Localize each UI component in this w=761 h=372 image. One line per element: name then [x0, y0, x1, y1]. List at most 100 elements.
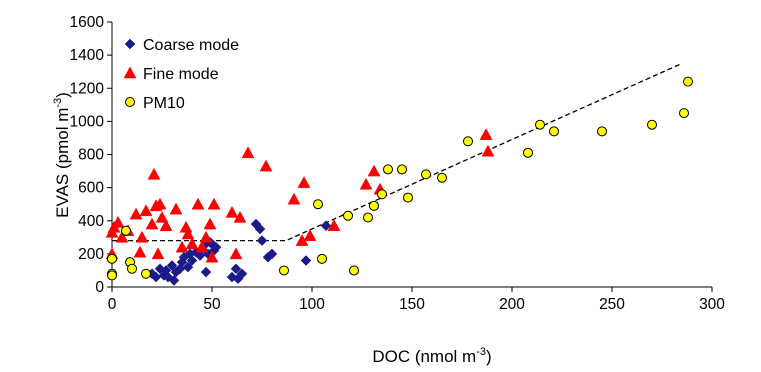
legend-label-pm10: PM10	[143, 95, 185, 112]
coarse-mode-point	[236, 268, 248, 280]
pm10-point	[127, 263, 137, 274]
pm10-point	[343, 210, 353, 221]
series-coarse-mode	[146, 218, 332, 286]
fine-mode-point	[159, 219, 173, 231]
legend: Coarse mode Fine mode PM10	[123, 37, 239, 112]
fine-mode-point	[135, 230, 149, 243]
coarse-mode-point	[254, 223, 266, 235]
coarse-mode-point	[210, 241, 222, 253]
fine-mode-point	[155, 210, 169, 223]
x-tick-label: 300	[699, 296, 725, 313]
pm10-point	[523, 147, 533, 158]
fine-mode-point	[145, 217, 159, 230]
pm10-point	[313, 199, 323, 210]
pm10-point	[279, 265, 289, 276]
fine-mode-point	[233, 210, 247, 223]
fine-mode-point	[151, 247, 165, 260]
y-tick-label: 400	[78, 213, 104, 230]
coarse-mode-point	[300, 255, 312, 266]
coarse-mode-point	[168, 275, 180, 286]
fine-mode-point	[179, 220, 193, 233]
y-tick-label: 600	[78, 180, 104, 197]
pm10-point	[377, 189, 387, 200]
fine-mode-point	[287, 192, 301, 205]
coarse-mode-point	[320, 220, 332, 232]
coarse-mode-point	[186, 255, 198, 266]
legend-marker-pm10	[125, 97, 135, 107]
series-pm10	[107, 76, 693, 281]
coarse-mode-point	[266, 248, 278, 260]
fine-mode-point	[479, 128, 493, 140]
y-tick-label: 1200	[70, 80, 105, 97]
pm10-point	[597, 126, 607, 137]
coarse-mode-point	[230, 263, 242, 275]
pm10-point	[107, 253, 117, 264]
fine-mode-point	[191, 197, 205, 210]
fine-mode-point	[359, 177, 373, 190]
fine-mode-point	[229, 247, 243, 260]
pm10-point	[121, 225, 131, 236]
pm10-point	[463, 136, 473, 147]
fine-mode-point	[133, 245, 147, 258]
pm10-point	[349, 265, 359, 276]
coarse-mode-point	[200, 266, 212, 278]
trendline	[112, 62, 683, 242]
fine-mode-point	[175, 240, 189, 253]
pm10-point	[369, 200, 379, 211]
pm10-point	[535, 119, 545, 130]
fine-mode-point	[195, 240, 209, 253]
pm10-point	[317, 253, 327, 264]
legend-marker-coarse-mode	[124, 38, 136, 50]
pm10-point	[141, 268, 151, 279]
fine-mode-point	[481, 144, 495, 157]
fine-mode-point	[327, 219, 341, 231]
fine-mode-point	[303, 229, 317, 241]
pm10-point	[363, 212, 373, 223]
fine-mode-point	[115, 230, 129, 243]
fine-mode-point	[147, 167, 161, 180]
fine-mode-point	[169, 202, 183, 215]
fine-mode-point	[139, 204, 153, 217]
y-tick-label: 0	[95, 279, 104, 296]
fine-mode-point	[129, 207, 143, 220]
pm10-point	[107, 270, 117, 281]
trendline-layer	[112, 62, 683, 242]
pm10-point	[403, 192, 413, 203]
coarse-mode-point	[166, 260, 178, 271]
pm10-point	[437, 172, 447, 183]
fine-mode-point	[207, 197, 221, 210]
fine-mode-point	[199, 230, 213, 243]
y-tick-label: 1600	[70, 14, 105, 31]
fine-mode-point	[203, 217, 217, 230]
tick-labels: 0 200 400 600 800 1000 1200 1400 1600 0 50 100 150 20…	[70, 14, 726, 313]
pm10-point	[397, 164, 407, 175]
fine-mode-point	[241, 146, 255, 159]
y-tick-label: 1000	[70, 113, 105, 130]
fine-mode-point	[181, 227, 195, 240]
fine-mode-point	[111, 215, 125, 228]
fine-mode-point	[367, 164, 381, 177]
y-tick-label: 1400	[70, 47, 105, 64]
coarse-mode-point	[182, 261, 194, 273]
data-points-layer	[105, 76, 693, 286]
fine-mode-point	[259, 159, 273, 172]
fine-mode-point	[205, 250, 219, 263]
x-tick-label: 50	[203, 296, 221, 313]
x-tick-label: 250	[599, 296, 625, 313]
x-tick-label: 150	[399, 296, 425, 313]
axes	[107, 21, 713, 292]
coarse-mode-point	[256, 235, 268, 246]
x-axis-title: DOC (nmol m-3)	[372, 346, 491, 366]
legend-label-coarse-mode: Coarse mode	[143, 37, 239, 54]
y-tick-label: 800	[78, 147, 104, 164]
series-fine-mode	[105, 128, 495, 263]
pm10-point	[421, 169, 431, 180]
fine-mode-point	[153, 197, 167, 210]
pm10-point	[679, 108, 689, 119]
fine-mode-point	[297, 176, 311, 188]
x-tick-label: 200	[499, 296, 525, 313]
pm10-point	[549, 126, 559, 137]
legend-label-fine-mode: Fine mode	[143, 66, 219, 83]
x-tick-label: 0	[108, 296, 117, 313]
